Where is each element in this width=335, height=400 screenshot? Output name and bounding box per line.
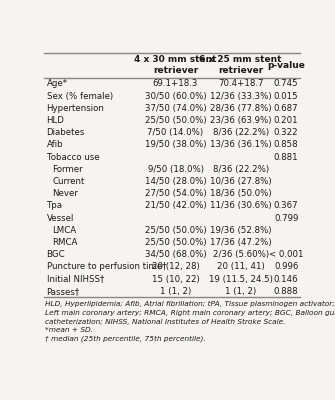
Text: 8/36 (22.2%): 8/36 (22.2%) xyxy=(213,128,269,137)
Text: 28/36 (77.8%): 28/36 (77.8%) xyxy=(210,104,272,113)
Text: Vessel: Vessel xyxy=(47,214,74,223)
Text: 27/50 (54.0%): 27/50 (54.0%) xyxy=(145,189,206,198)
Text: 0.687: 0.687 xyxy=(274,104,298,113)
Text: 25/50 (50.0%): 25/50 (50.0%) xyxy=(145,116,206,125)
Text: HLD: HLD xyxy=(47,116,64,125)
Text: Hypertension: Hypertension xyxy=(47,104,105,113)
Text: 2/36 (5.60%): 2/36 (5.60%) xyxy=(213,250,269,259)
Text: 0.858: 0.858 xyxy=(274,140,298,150)
Text: 20 (12, 28): 20 (12, 28) xyxy=(152,262,199,272)
Text: 23/36 (63.9%): 23/36 (63.9%) xyxy=(210,116,271,125)
Text: 0.146: 0.146 xyxy=(274,275,298,284)
Text: 14/50 (28.0%): 14/50 (28.0%) xyxy=(145,177,206,186)
Text: 0.881: 0.881 xyxy=(274,153,298,162)
Text: 0.201: 0.201 xyxy=(274,116,298,125)
Text: Tpa: Tpa xyxy=(47,202,63,210)
Text: 0.367: 0.367 xyxy=(274,202,298,210)
Text: Diabetes: Diabetes xyxy=(47,128,85,137)
Text: BGC: BGC xyxy=(47,250,65,259)
Text: 15 (10, 22): 15 (10, 22) xyxy=(152,275,199,284)
Text: 0.799: 0.799 xyxy=(274,214,298,223)
Text: 0.745: 0.745 xyxy=(274,80,298,88)
Text: *mean + SD.: *mean + SD. xyxy=(45,327,93,333)
Text: 7/50 (14.0%): 7/50 (14.0%) xyxy=(147,128,204,137)
Text: 1 (1, 2): 1 (1, 2) xyxy=(225,287,256,296)
Text: Left main coronary artery; RMCA, Right main coronary artery; BGC, Balloon guided: Left main coronary artery; RMCA, Right m… xyxy=(45,310,335,316)
Text: 0.015: 0.015 xyxy=(274,92,298,101)
Text: Passes†: Passes† xyxy=(47,287,80,296)
Text: 19/36 (52.8%): 19/36 (52.8%) xyxy=(210,226,271,235)
Text: 11/36 (30.6%): 11/36 (30.6%) xyxy=(210,202,272,210)
Text: 0.888: 0.888 xyxy=(274,287,298,296)
Text: 6 x 25 mm stent
retriever: 6 x 25 mm stent retriever xyxy=(200,55,282,75)
Text: 0.322: 0.322 xyxy=(274,128,298,137)
Text: 12/36 (33.3%): 12/36 (33.3%) xyxy=(210,92,272,101)
Text: 1 (1, 2): 1 (1, 2) xyxy=(160,287,191,296)
Text: Tobacco use: Tobacco use xyxy=(47,153,99,162)
Text: 8/36 (22.2%): 8/36 (22.2%) xyxy=(213,165,269,174)
Text: 19/50 (38.0%): 19/50 (38.0%) xyxy=(145,140,206,150)
Text: RMCA: RMCA xyxy=(52,238,78,247)
Text: < 0.001: < 0.001 xyxy=(269,250,304,259)
Text: Sex (% female): Sex (% female) xyxy=(47,92,113,101)
Text: 30/50 (60.0%): 30/50 (60.0%) xyxy=(145,92,206,101)
Text: Afib: Afib xyxy=(47,140,63,150)
Text: 10/36 (27.8%): 10/36 (27.8%) xyxy=(210,177,272,186)
Text: † median (25th percentile, 75th percentile).: † median (25th percentile, 75th percenti… xyxy=(45,336,206,342)
Text: Current: Current xyxy=(52,177,85,186)
Text: 25/50 (50.0%): 25/50 (50.0%) xyxy=(145,226,206,235)
Text: 20 (11, 41): 20 (11, 41) xyxy=(217,262,265,272)
Text: 69.1+18.3: 69.1+18.3 xyxy=(153,80,198,88)
Text: p-value: p-value xyxy=(267,61,305,70)
Text: 21/50 (42.0%): 21/50 (42.0%) xyxy=(145,202,206,210)
Text: 9/50 (18.0%): 9/50 (18.0%) xyxy=(147,165,204,174)
Text: Never: Never xyxy=(52,189,78,198)
Text: Former: Former xyxy=(52,165,83,174)
Text: 34/50 (68.0%): 34/50 (68.0%) xyxy=(145,250,206,259)
Text: 18/36 (50.0%): 18/36 (50.0%) xyxy=(210,189,272,198)
Text: catheterization; NIHSS, National Institutes of Health Stroke Scale.: catheterization; NIHSS, National Institu… xyxy=(45,318,286,324)
Text: 25/50 (50.0%): 25/50 (50.0%) xyxy=(145,238,206,247)
Text: 19 (11.5, 24.5): 19 (11.5, 24.5) xyxy=(209,275,273,284)
Text: 17/36 (47.2%): 17/36 (47.2%) xyxy=(210,238,272,247)
Text: LMCA: LMCA xyxy=(52,226,76,235)
Text: 37/50 (74.0%): 37/50 (74.0%) xyxy=(145,104,206,113)
Text: 13/36 (36.1%): 13/36 (36.1%) xyxy=(210,140,272,150)
Text: Initial NIHSS†: Initial NIHSS† xyxy=(47,275,104,284)
Text: Puncture to perfusion time†: Puncture to perfusion time† xyxy=(47,262,166,272)
Text: Age*: Age* xyxy=(47,80,68,88)
Text: 70.4+18.7: 70.4+18.7 xyxy=(218,80,264,88)
Text: HLD, Hyperlipidemia; Afib, Atrial fibrillation; tPA, Tissue plasminogen activato: HLD, Hyperlipidemia; Afib, Atrial fibril… xyxy=(45,301,335,307)
Text: 4 x 30 mm stent
retriever: 4 x 30 mm stent retriever xyxy=(134,55,217,75)
Text: 0.996: 0.996 xyxy=(274,262,298,272)
